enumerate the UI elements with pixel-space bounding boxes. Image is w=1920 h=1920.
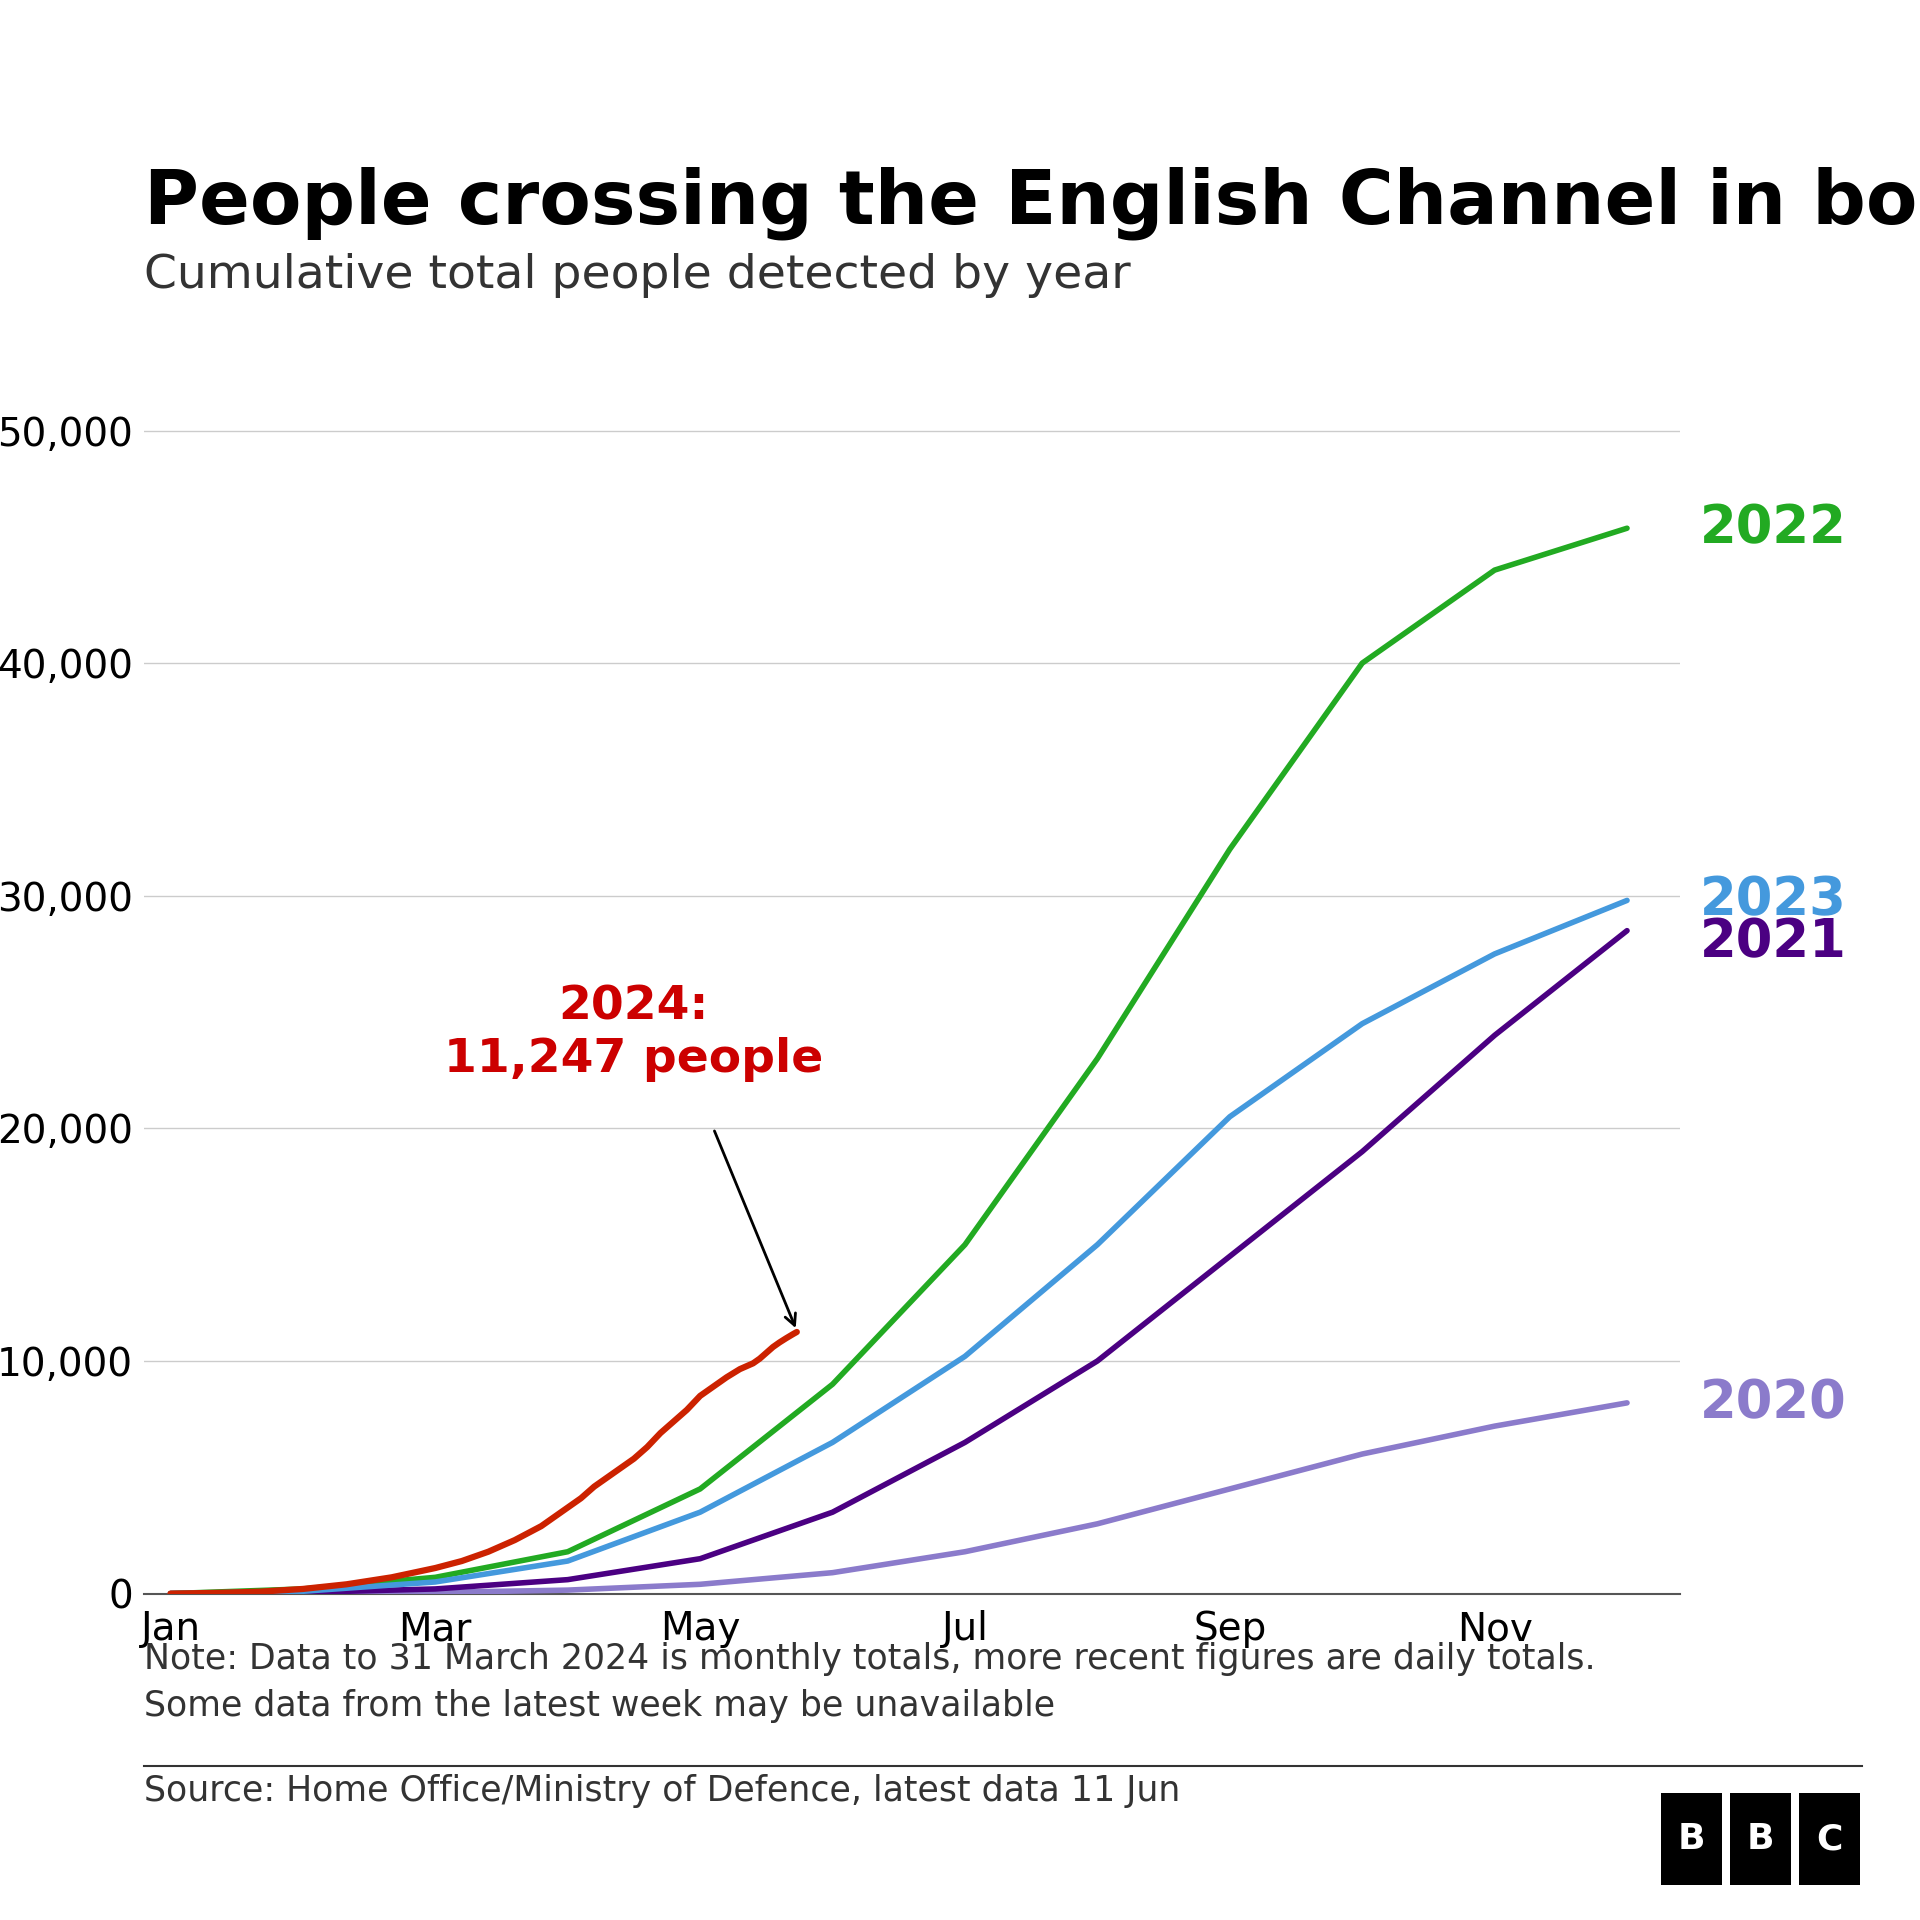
Text: 2020: 2020 (1699, 1377, 1847, 1428)
Text: Source: Home Office/Ministry of Defence, latest data 11 Jun: Source: Home Office/Ministry of Defence,… (144, 1774, 1181, 1809)
Text: C: C (1816, 1822, 1843, 1857)
Text: Cumulative total people detected by year: Cumulative total people detected by year (144, 253, 1131, 298)
Text: 2023: 2023 (1699, 874, 1847, 927)
Text: People crossing the English Channel in boats: People crossing the English Channel in b… (144, 167, 1920, 240)
Text: B: B (1747, 1822, 1774, 1857)
Text: 2021: 2021 (1699, 916, 1847, 968)
Text: Note: Data to 31 March 2024 is monthly totals, more recent figures are daily tot: Note: Data to 31 March 2024 is monthly t… (144, 1642, 1596, 1722)
Text: 2024:
11,247 people: 2024: 11,247 people (444, 985, 824, 1081)
Text: 2022: 2022 (1699, 503, 1847, 555)
Text: B: B (1678, 1822, 1705, 1857)
